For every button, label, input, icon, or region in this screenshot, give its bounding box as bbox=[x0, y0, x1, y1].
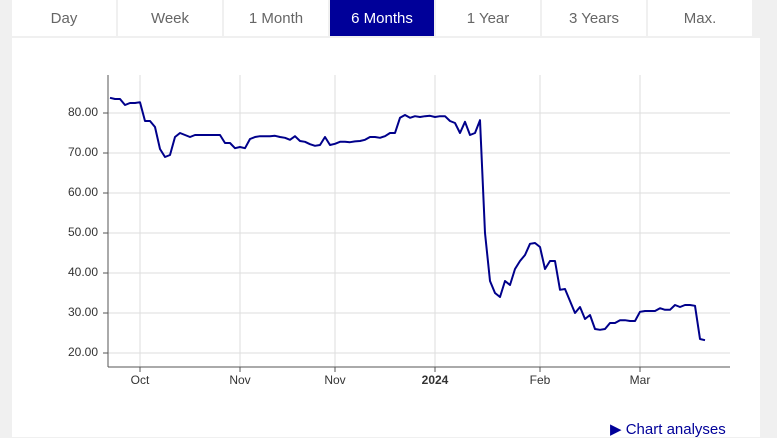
link-text[interactable]: Chart analyses bbox=[625, 421, 726, 438]
tab[interactable]: 1 Year bbox=[436, 0, 540, 36]
tab[interactable]: Week bbox=[118, 0, 222, 36]
x-tick-label: Feb bbox=[530, 373, 551, 387]
price-line bbox=[109, 96, 706, 342]
y-tick-label: 40.00 bbox=[68, 265, 98, 279]
tab-bar: Day Week 1 Month 6 Months 1 Year 3 Years Max. bbox=[12, 0, 752, 36]
tab[interactable]: Max. bbox=[648, 0, 752, 36]
tab[interactable]: Day bbox=[12, 0, 116, 36]
x-tick-label: Oct bbox=[131, 373, 150, 387]
x-tick-label: Nov bbox=[324, 373, 345, 387]
x-tick-label: 2024 bbox=[422, 373, 449, 387]
tab[interactable]: 3 Years bbox=[542, 0, 646, 36]
tab[interactable]: 1 Month bbox=[224, 0, 328, 36]
y-tick-label: 70.00 bbox=[68, 145, 98, 159]
x-tick-label: Mar bbox=[630, 373, 651, 387]
y-tick-label: 50.00 bbox=[68, 225, 98, 239]
chart-analyses-link[interactable]: ▶ Chart analyses bbox=[610, 420, 726, 438]
y-tick-label: 20.00 bbox=[68, 345, 98, 359]
y-tick-label: 60.00 bbox=[68, 185, 98, 199]
tab[interactable]: 6 Months bbox=[330, 0, 434, 36]
y-tick-label: 80.00 bbox=[68, 105, 98, 119]
y-tick-label: 30.00 bbox=[68, 305, 98, 319]
arrow-icon: ▶ bbox=[610, 421, 622, 438]
chart-panel bbox=[12, 38, 760, 437]
x-tick-label: Nov bbox=[229, 373, 250, 387]
